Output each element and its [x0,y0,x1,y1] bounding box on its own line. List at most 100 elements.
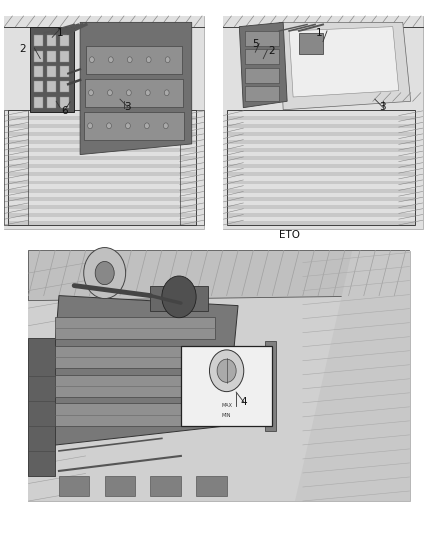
Bar [227,132,415,136]
Bar [30,27,74,112]
Bar [227,116,415,119]
Bar [60,96,69,108]
Polygon shape [223,16,423,229]
Polygon shape [4,16,204,229]
Bar [84,112,184,140]
Bar [245,49,279,64]
Bar [47,96,56,108]
Bar [28,338,55,476]
Circle shape [88,90,93,95]
Circle shape [145,90,150,95]
Polygon shape [279,22,411,110]
Circle shape [127,90,131,95]
Bar [55,403,215,426]
Bar [34,66,43,77]
Circle shape [164,90,169,95]
Bar [299,33,323,54]
Bar [150,286,208,311]
Bar [34,81,43,92]
Circle shape [217,359,236,382]
Bar [8,205,196,209]
Bar [60,51,69,62]
Bar [60,35,69,46]
Bar [59,476,89,496]
Bar [105,476,135,496]
Circle shape [84,247,126,298]
Bar [8,124,196,128]
Polygon shape [289,27,399,97]
Bar [47,51,56,62]
Bar [34,96,43,108]
Bar [8,140,196,144]
Polygon shape [295,251,410,501]
Bar [8,116,196,119]
Bar [245,31,279,46]
Text: 2: 2 [19,44,26,54]
Bar [8,189,196,192]
Bar [180,110,204,225]
Bar [8,197,196,200]
Circle shape [95,262,114,285]
Circle shape [165,57,170,62]
Bar [181,346,272,426]
Bar [60,81,69,92]
Bar [223,16,423,229]
Bar [227,164,415,168]
Text: MAX: MAX [221,403,232,408]
Text: ETO: ETO [279,230,300,239]
Text: 2: 2 [268,46,275,56]
Bar [34,51,43,62]
Bar [150,476,181,496]
Circle shape [107,90,112,95]
Circle shape [88,123,92,128]
Bar [227,189,415,192]
Bar [34,35,43,46]
Circle shape [209,350,244,392]
Bar [8,181,196,184]
Bar [60,66,69,77]
Text: 5: 5 [252,39,258,49]
Bar [47,66,56,77]
Bar [55,346,215,368]
Bar [227,156,415,160]
Bar [8,148,196,152]
Bar [86,46,182,74]
Bar [227,148,415,152]
Polygon shape [80,22,192,155]
Circle shape [126,123,131,128]
Text: MIN: MIN [222,414,231,418]
Bar [47,35,56,46]
Bar [55,317,215,340]
Text: 3: 3 [379,102,386,112]
Circle shape [145,123,149,128]
Bar [227,173,415,176]
Circle shape [109,57,113,62]
Circle shape [106,123,111,128]
Bar [265,341,276,431]
Polygon shape [28,251,410,301]
Bar [85,79,183,107]
Bar [227,181,415,184]
Bar [227,205,415,209]
Bar [245,86,279,101]
Bar [8,213,196,217]
Circle shape [127,57,132,62]
Text: 6: 6 [61,106,67,116]
Bar [4,16,204,229]
Bar [4,110,28,225]
Bar [227,124,415,128]
Bar [227,221,415,225]
Bar [28,251,410,501]
Bar [28,251,410,501]
Bar [227,213,415,217]
Bar [227,140,415,144]
Bar [227,197,415,200]
Bar [8,173,196,176]
Bar [8,110,196,225]
Bar [47,81,56,92]
Bar [8,156,196,160]
Bar [8,164,196,168]
Text: 3: 3 [125,102,131,112]
Circle shape [163,123,168,128]
Text: 1: 1 [316,28,322,38]
